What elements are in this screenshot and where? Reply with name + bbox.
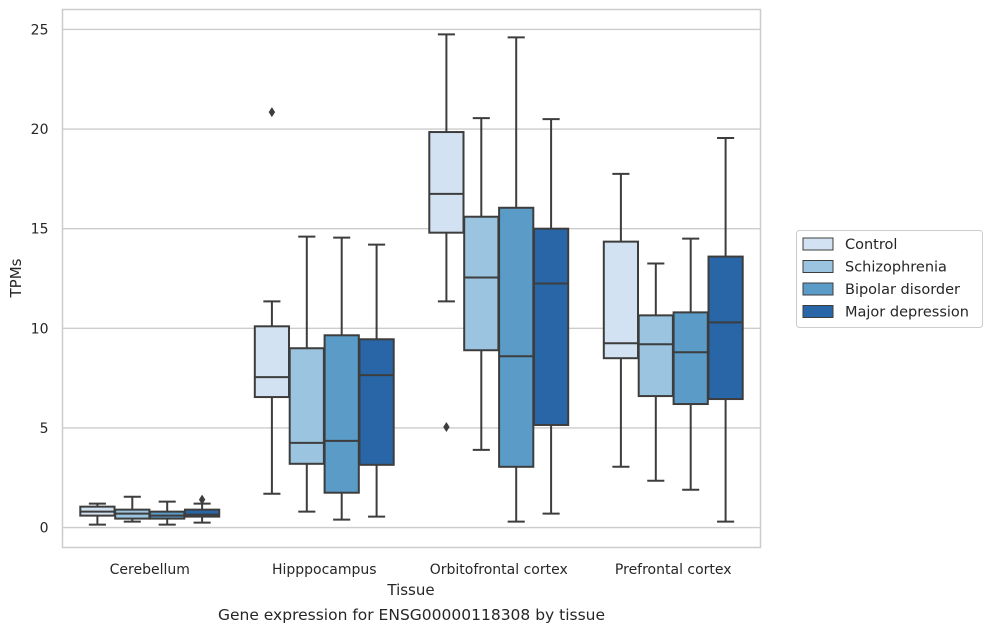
legend-frame bbox=[796, 230, 983, 328]
box-group bbox=[288, 235, 325, 513]
box bbox=[463, 215, 500, 352]
box-group bbox=[637, 262, 674, 482]
y-tick-label: 15 bbox=[31, 222, 49, 238]
legend-swatch bbox=[802, 305, 834, 318]
box bbox=[532, 227, 570, 426]
legend-swatch bbox=[802, 237, 834, 251]
box bbox=[183, 508, 221, 518]
legend-swatch bbox=[802, 260, 834, 273]
box-group bbox=[358, 243, 395, 518]
box bbox=[707, 255, 744, 401]
chart-caption: Gene expression for ENSG00000118308 by t… bbox=[217, 606, 606, 624]
x-tick-label: Orbitofrontal cortex bbox=[430, 562, 568, 578]
outlier-point bbox=[268, 107, 276, 118]
outlier-point bbox=[198, 494, 206, 505]
box-group bbox=[79, 502, 116, 526]
box-group bbox=[323, 236, 360, 521]
box-group bbox=[602, 172, 640, 468]
legend: Control Schizophrenia Bipolar disorder Majo… bbox=[796, 230, 983, 328]
box-group bbox=[532, 118, 570, 515]
y-axis-ticks: 0 5 10 15 20 25 bbox=[31, 22, 49, 536]
box bbox=[602, 240, 640, 360]
box bbox=[288, 347, 325, 465]
x-axis-label: Tissue bbox=[386, 581, 434, 599]
box-group bbox=[183, 494, 221, 524]
legend-label: Bipolar disorder bbox=[845, 282, 960, 298]
box bbox=[253, 325, 291, 399]
box-group bbox=[114, 495, 151, 523]
y-axis-label: TPMs bbox=[7, 258, 25, 298]
legend-label: Control bbox=[845, 237, 897, 253]
boxes-layer bbox=[79, 33, 744, 526]
x-axis-ticks: Cerebellum Hipppocampus Orbitofrontal cort… bbox=[110, 562, 732, 578]
box bbox=[358, 338, 395, 466]
legend-label: Major depression bbox=[845, 305, 969, 321]
box bbox=[672, 311, 709, 406]
y-tick-label: 5 bbox=[40, 421, 49, 437]
outlier-point bbox=[443, 421, 450, 432]
box-group bbox=[463, 117, 500, 451]
legend-swatch bbox=[802, 282, 834, 296]
legend-label: Schizophrenia bbox=[845, 260, 947, 276]
box bbox=[323, 334, 360, 494]
box bbox=[428, 131, 465, 234]
plot-area bbox=[61, 8, 762, 549]
box-group bbox=[149, 500, 186, 526]
x-tick-label: Prefrontal cortex bbox=[615, 562, 732, 578]
x-tick-label: Hipppocampus bbox=[272, 562, 377, 578]
box-group bbox=[707, 137, 744, 523]
box-group bbox=[498, 36, 535, 523]
box bbox=[637, 314, 674, 398]
x-tick-label: Cerebellum bbox=[110, 562, 190, 578]
y-tick-label: 25 bbox=[31, 22, 49, 38]
gridlines bbox=[62, 28, 761, 529]
y-tick-label: 0 bbox=[40, 521, 49, 537]
box-group bbox=[428, 33, 465, 432]
y-tick-label: 10 bbox=[31, 321, 49, 337]
box bbox=[498, 206, 535, 468]
y-tick-label: 20 bbox=[31, 122, 49, 138]
